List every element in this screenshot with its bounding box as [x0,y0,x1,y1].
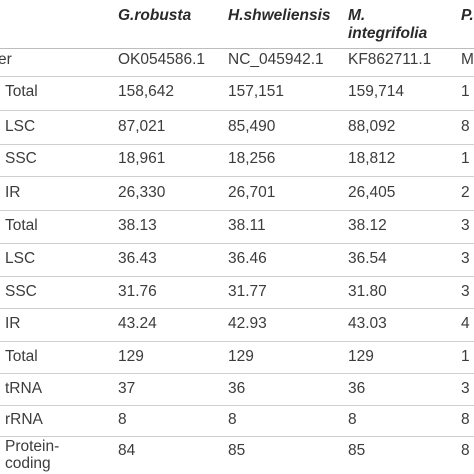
row-rule [0,373,474,374]
table-cell: 43.24 [118,315,157,332]
table-cell: 36.46 [228,250,267,267]
row-rule [0,144,474,145]
table-cell: 36 [348,380,366,397]
row-rule [0,176,474,177]
table-cell: 1 [461,150,470,167]
column-header-3: M. integrifolia [348,7,428,43]
table-cell: 31.77 [228,283,267,300]
table-cell: NC_045942.1 [228,51,324,68]
table-cell: 18,256 [228,150,276,167]
row-label: IR [5,184,21,201]
row-label: IR [5,315,21,332]
row-rule [0,405,474,406]
row-rule [0,308,474,309]
table-cell: 88,092 [348,118,396,135]
table-cell: 38.11 [228,217,266,234]
table-cell: 129 [348,348,374,365]
table-cell: 18,812 [348,150,396,167]
table-cell: 85 [228,442,246,459]
row-label: Total [5,348,38,365]
row-rule [0,210,474,211]
row-label-text: Protein-coding [5,438,60,472]
column-header-1: G.robusta [118,7,192,24]
row-label: Total [5,83,38,100]
row-label: Total [5,217,38,234]
table-cell: 8 [461,118,470,135]
table-cell: 36.54 [348,250,387,267]
table-cell: 84 [118,442,136,459]
table-cell: 37 [118,380,136,397]
row-label: tRNA [5,380,43,397]
table-cell: 3 [461,283,470,300]
table-cell: 129 [228,348,254,365]
row-rule [0,243,474,244]
table-cell: 85 [348,442,366,459]
table-cell: 4 [461,315,470,332]
row-label: LSC [5,118,36,135]
table-cell: 8 [461,411,470,428]
header-rule [0,48,474,49]
table-cell: 38.13 [118,217,157,234]
table-cell: 129 [118,348,144,365]
column-header-3-text: M. integrifolia [348,7,428,42]
table-cell: M [461,51,474,68]
row-label: Protein-coding [5,438,67,472]
table-cell: 8 [461,442,470,459]
table-cell: 18,961 [118,150,166,167]
table-cell: KF862711.1 [348,51,432,68]
row-label: er [0,51,12,68]
row-label: rRNA [5,411,43,428]
row-label: LSC [5,250,36,267]
table-cell: 1 [461,83,470,100]
table-cell: 36 [228,380,246,397]
row-rule [0,110,474,111]
column-header-4: P. [461,7,474,24]
table-cell: 3 [461,217,470,234]
table-cell: OK054586.1 [118,51,206,68]
row-rule [0,276,474,277]
table-cell: 8 [228,411,237,428]
table-cell: 87,021 [118,118,166,135]
table-cell: 3 [461,380,470,397]
table-cell: 8 [118,411,127,428]
row-label: SSC [5,150,37,167]
table-cell: 1 [461,348,470,365]
row-rule [0,436,474,437]
row-label: SSC [5,283,37,300]
table-cell: 31.80 [348,283,387,300]
table-cell: 157,151 [228,83,285,100]
table-cell: 38.12 [348,217,387,234]
column-header-2: H.shweliensis [228,7,331,24]
table-cell: 2 [461,184,470,201]
table-cell: 43.03 [348,315,387,332]
table-cell: 42.93 [228,315,267,332]
table-cell: 3 [461,250,470,267]
table-cell: 26,405 [348,184,396,201]
table-cell: 159,714 [348,83,405,100]
table-cell: 26,701 [228,184,276,201]
table-cell: 8 [348,411,357,428]
table-cell: 31.76 [118,283,157,300]
row-rule [0,341,474,342]
row-rule [0,76,474,77]
table-cell: 85,490 [228,118,276,135]
table-cell: 158,642 [118,83,175,100]
table-cell: 36.43 [118,250,157,267]
table-cell: 26,330 [118,184,166,201]
